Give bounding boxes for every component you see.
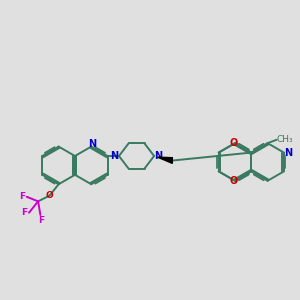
Text: N: N — [154, 151, 163, 161]
Text: F: F — [21, 208, 28, 217]
Text: N: N — [284, 148, 292, 158]
Text: O: O — [230, 138, 238, 148]
Text: N: N — [110, 151, 118, 161]
Text: F: F — [19, 192, 25, 201]
Polygon shape — [158, 157, 172, 164]
Text: N: N — [88, 139, 97, 149]
Text: CH₃: CH₃ — [276, 135, 293, 144]
Text: F: F — [38, 216, 45, 225]
Text: O: O — [230, 176, 238, 186]
Text: O: O — [46, 191, 53, 200]
